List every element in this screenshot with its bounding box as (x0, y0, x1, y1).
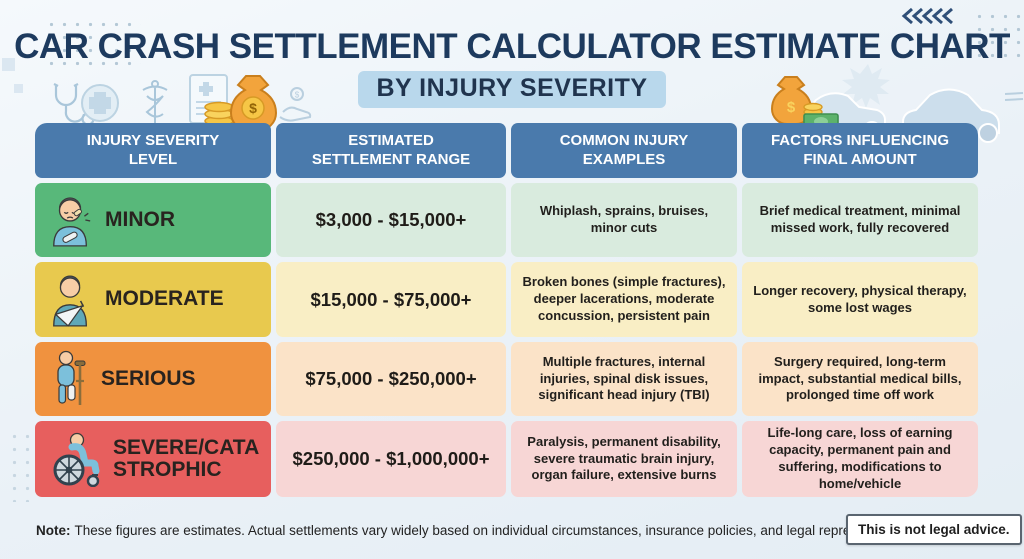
wheelchair-person-icon (53, 432, 100, 487)
hand-coin-icon: $ (279, 87, 312, 122)
dot-grid-pattern (45, 18, 141, 74)
note-label: Note: (36, 523, 71, 538)
examples-cell: Paralysis, permanent disability, severe … (511, 421, 737, 497)
crash-star-icon (842, 64, 890, 108)
severity-label: SERIOUS (101, 366, 196, 390)
header-range: ESTIMATED SETTLEMENT RANGE (276, 123, 506, 178)
factors-cell: Longer recovery, physical therapy, some … (742, 262, 978, 337)
header-factors: FACTORS INFLUENCING FINAL AMOUNT (742, 123, 978, 178)
crutches-person-icon (57, 350, 86, 405)
range-cell: $75,000 - $250,000+ (276, 342, 506, 416)
caduceus-icon (142, 80, 168, 124)
severity-cell-minor: MINOR (35, 183, 271, 257)
factors-cell: Surgery required, long-term impact, subs… (742, 342, 978, 416)
page-subtitle: BY INJURY SEVERITY (358, 71, 666, 108)
severity-cell-serious: SERIOUS (35, 342, 271, 416)
header-severity: INJURY SEVERITY LEVEL (35, 123, 271, 178)
svg-text:$: $ (295, 91, 300, 100)
range-cell: $3,000 - $15,000+ (276, 183, 506, 257)
dot-grid-pattern (973, 10, 1021, 64)
range-cell: $250,000 - $1,000,000+ (276, 421, 506, 497)
note-text: These figures are estimates. Actual sett… (74, 523, 909, 538)
examples-cell: Whiplash, sprains, bruises, minor cuts (511, 183, 737, 257)
page-title: CAR CRASH SETTLEMENT CALCULATOR ESTIMATE… (14, 27, 1010, 66)
severity-cell-moderate: MODERATE (35, 262, 271, 337)
lines-decor (1005, 92, 1024, 101)
dot-grid-pattern (8, 430, 38, 502)
severity-cell-severe: SEVERE/CATASTROPHIC (35, 421, 271, 497)
severity-label: MODERATE (105, 287, 224, 311)
arm-sling-person-icon (53, 274, 88, 327)
subtitle-wrap: BY INJURY SEVERITY (0, 71, 1024, 108)
money-bag-cash-icon: $ (770, 76, 839, 130)
bruised-person-icon (53, 197, 91, 247)
examples-cell: Multiple fractures, internal injuries, s… (511, 342, 737, 416)
square-decor (14, 84, 23, 93)
range-cell: $15,000 - $75,000+ (276, 262, 506, 337)
money-bag-coins-icon: $ (204, 75, 278, 131)
factors-cell: Brief medical treatment, minimal missed … (742, 183, 978, 257)
examples-cell: Broken bones (simple fractures), deeper … (511, 262, 737, 337)
legal-disclaimer-badge: This is not legal advice. (846, 514, 1022, 545)
medical-cross-icon (81, 84, 119, 122)
settlement-table: INJURY SEVERITY LEVEL ESTIMATED SETTLEME… (35, 123, 978, 497)
severity-label: MINOR (105, 207, 175, 231)
severity-label: SEVERE/CATASTROPHIC (113, 435, 260, 481)
header-examples: COMMON INJURY EXAMPLES (511, 123, 737, 178)
square-decor (2, 58, 15, 71)
svg-text:$: $ (249, 100, 257, 116)
svg-text:$: $ (787, 99, 796, 116)
factors-cell: Life-long care, loss of earning capacity… (742, 421, 978, 497)
chevron-left-icons (901, 7, 953, 25)
footer-note: Note: These figures are estimates. Actual… (36, 523, 909, 538)
